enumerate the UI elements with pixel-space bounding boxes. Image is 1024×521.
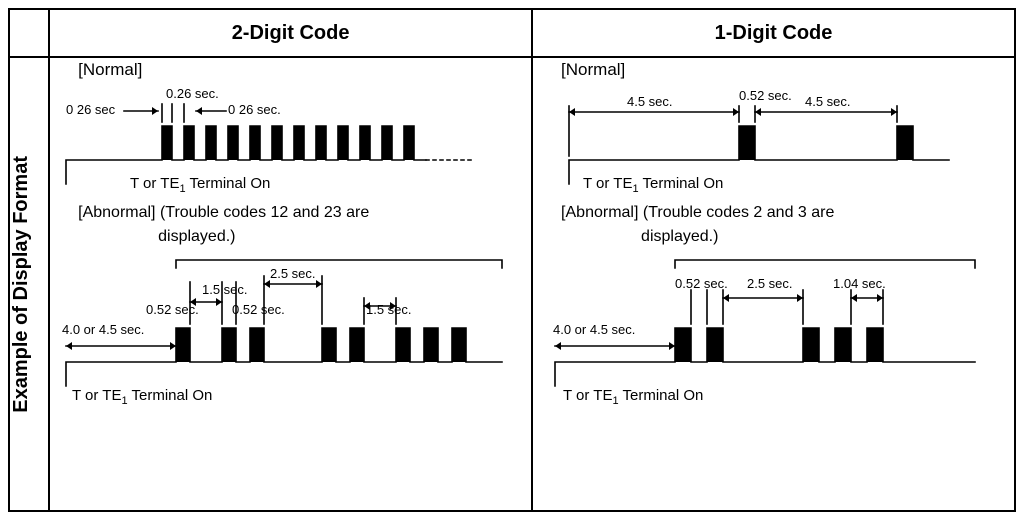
row-label-cell: Example of Display Format — [9, 57, 49, 511]
t25b: 2.5 sec. — [747, 276, 793, 291]
t4045-1d: 4.0 or 4.5 sec. — [553, 322, 635, 337]
t052b: 0.52 sec. — [232, 302, 285, 317]
waveform-1d-normal: 4.5 sec. 0.52 sec. 4.5 sec. T or TE1 Ter… — [533, 82, 989, 202]
terminal-1d-abn: T or TE1 Terminal On — [563, 387, 703, 404]
col-header-1digit: 1-Digit Code — [532, 9, 1015, 57]
abnormal-label-1d-b: displayed.) — [641, 228, 1014, 246]
waveform-1d-abnormal: 4.0 or 4.5 sec. 0.52 sec. 2.5 sec. 1.04 … — [533, 254, 989, 404]
normal-label-2d: [Normal] — [78, 60, 531, 80]
abnormal-label-2d-b: displayed.) — [158, 228, 531, 246]
t4045-2d: 4.0 or 4.5 sec. — [62, 322, 144, 337]
t052d: 0.52 sec. — [675, 276, 728, 291]
format-table: 2-Digit Code 1-Digit Code Example of Dis… — [8, 8, 1016, 512]
t15b: 1.5 sec. — [366, 302, 412, 317]
abnormal-label-2d: [Abnormal] (Trouble codes 12 and 23 are — [78, 204, 531, 222]
waveform-2d-normal: 0 26 sec 0.26 sec. 0 26 sec. T or TE1 Te… — [50, 82, 506, 202]
t052a: 0.52 sec. — [146, 302, 199, 317]
cell-2digit: [Normal] 0 26 sec — [49, 57, 532, 511]
cell-1digit: [Normal] 4.5 sec. 0.52 sec. 4.5 sec. T o… — [532, 57, 1015, 511]
corner-cell — [9, 9, 49, 57]
terminal-2d-normal: T or TE1 Terminal On — [130, 175, 270, 195]
col-header-2digit: 2-Digit Code — [49, 9, 532, 57]
abnormal-label-1d: [Abnormal] (Trouble codes 2 and 3 are — [561, 204, 1014, 222]
t026-right: 0 26 sec. — [228, 102, 281, 117]
t026-mid: 0.26 sec. — [166, 86, 219, 101]
t052c: 0.52 sec. — [739, 88, 792, 103]
terminal-2d-abn: T or TE1 Terminal On — [72, 387, 212, 404]
t104: 1.04 sec. — [833, 276, 886, 291]
t15a: 1.5 sec. — [202, 282, 248, 297]
t45a: 4.5 sec. — [627, 94, 673, 109]
waveform-2d-abnormal: 1.5 sec. 2.5 sec. 0.52 sec. 0.52 sec. 1.… — [50, 254, 506, 404]
terminal-1d-normal: T or TE1 Terminal On — [583, 175, 723, 195]
t026-left: 0 26 sec — [66, 102, 116, 117]
row-label: Example of Display Format — [10, 156, 33, 413]
normal-label-1d: [Normal] — [561, 60, 1014, 80]
t25a: 2.5 sec. — [270, 266, 316, 281]
t45b: 4.5 sec. — [805, 94, 851, 109]
